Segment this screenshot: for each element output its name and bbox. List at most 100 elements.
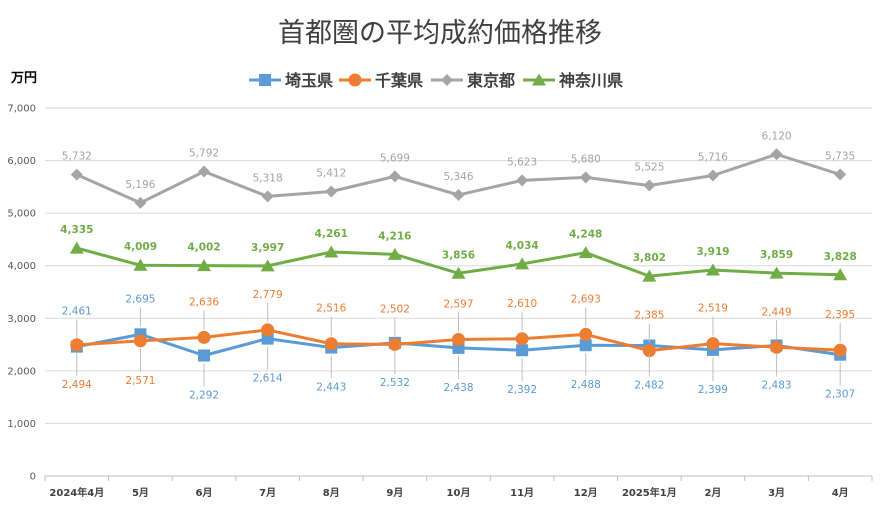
data-point (261, 190, 274, 203)
y-tick-label: 0 (30, 472, 36, 483)
chart-title: 首都圏の平均成約価格推移 (278, 18, 602, 49)
data-point (770, 340, 784, 354)
data-label: 3,997 (251, 242, 284, 254)
data-point (769, 266, 784, 279)
data-point (324, 337, 338, 351)
data-label: 4,335 (60, 224, 93, 236)
data-label: 5,196 (125, 179, 155, 191)
data-label: 2,636 (189, 296, 219, 308)
data-label: 2,443 (316, 382, 346, 394)
data-label: 5,792 (189, 148, 219, 160)
data-label: 2,502 (380, 303, 410, 315)
series-diamond (70, 148, 847, 209)
data-point (260, 259, 275, 272)
data-label: 2,693 (571, 293, 601, 305)
data-label: 4,034 (506, 240, 539, 252)
data-label: 3,856 (442, 249, 475, 261)
data-label: 2,482 (634, 380, 664, 392)
data-point (515, 332, 529, 346)
legend-marker-square (259, 74, 271, 86)
y-axis-unit-label: 万円 (10, 71, 37, 86)
data-label: 2,395 (825, 309, 855, 321)
x-tick-label: 2025年1月 (622, 486, 677, 499)
data-point (516, 344, 529, 357)
data-label: 2,385 (634, 310, 664, 322)
data-point (197, 259, 212, 272)
y-tick-label: 2,000 (7, 366, 36, 377)
data-label: 5,699 (380, 152, 410, 164)
y-tick-label: 3,000 (7, 314, 36, 325)
legend-item: 神奈川県 (523, 71, 623, 90)
y-tick-label: 5,000 (7, 209, 36, 220)
data-point (579, 171, 592, 184)
data-point (706, 169, 719, 182)
data-point (133, 334, 147, 348)
y-tick-label: 6,000 (7, 156, 36, 167)
x-tick-label: 7月 (259, 487, 276, 499)
data-label: 6,120 (762, 130, 792, 142)
series-layer (69, 148, 848, 362)
data-label: 2,614 (253, 373, 283, 385)
x-tick-label: 10月 (447, 487, 471, 499)
data-label: 2,488 (571, 379, 601, 391)
data-label: 4,002 (187, 242, 220, 254)
data-label: 5,735 (825, 151, 855, 163)
data-label: 3,828 (824, 251, 857, 263)
data-label: 3,802 (633, 252, 666, 264)
data-label: 2,483 (762, 379, 792, 391)
data-label: 4,261 (315, 228, 348, 240)
data-point (69, 241, 84, 254)
data-label: 2,494 (62, 379, 92, 391)
legend-item: 千葉県 (339, 71, 423, 90)
data-label: 5,318 (253, 172, 283, 184)
data-label: 2,307 (825, 389, 855, 401)
data-label: 2,610 (507, 298, 537, 310)
data-label: 2,519 (698, 303, 728, 315)
y-tick-label: 7,000 (7, 104, 36, 115)
data-point (198, 165, 211, 178)
data-point (833, 268, 848, 281)
data-point (770, 148, 783, 161)
x-tick-label: 9月 (386, 487, 403, 499)
legend-marker-triangle (532, 73, 546, 86)
data-point (70, 168, 83, 181)
data-label: 5,346 (443, 171, 473, 183)
data-label: 5,716 (698, 152, 728, 164)
x-tick-label: 8月 (323, 487, 340, 499)
x-tick-label: 6月 (196, 487, 213, 499)
data-label: 2,461 (62, 306, 92, 318)
legend-label: 東京都 (467, 71, 515, 90)
data-label: 2,695 (125, 293, 155, 305)
data-point (134, 196, 147, 209)
data-point (324, 245, 339, 258)
data-label: 5,732 (62, 151, 92, 163)
data-label: 5,412 (316, 167, 346, 179)
data-label: 2,532 (380, 377, 410, 389)
legend-marker-diamond (441, 74, 453, 86)
data-label: 3,919 (696, 246, 729, 258)
series-triangle (69, 241, 848, 282)
x-tick-label: 11月 (510, 487, 534, 499)
data-label: 2,516 (316, 303, 346, 315)
series-circle (70, 323, 847, 358)
x-axis: 2024年4月 5月 6月 7月 8月 9月 10月 11月 12月 2025年1月 2月 3月 4月 (44, 476, 873, 499)
legend: 埼玉県 千葉県 東京都 神奈川県 (249, 71, 623, 90)
y-axis-ticks: 0 1,000 2,000 3,000 4,000 5,000 6,000 7,000 (7, 104, 36, 483)
data-label: 4,248 (569, 229, 602, 241)
data-point (387, 247, 402, 260)
data-point (198, 349, 211, 362)
data-label: 5,525 (634, 162, 664, 174)
data-label: 2,779 (253, 289, 283, 301)
x-tick-label: 12月 (574, 487, 598, 499)
data-label: 5,623 (507, 156, 537, 168)
data-point (642, 344, 656, 358)
data-point (705, 263, 720, 276)
data-point (325, 185, 338, 198)
data-label: 2,571 (125, 375, 155, 387)
data-label: 2,449 (762, 306, 792, 318)
y-tick-label: 1,000 (7, 419, 36, 430)
data-point (261, 323, 275, 337)
data-point (643, 179, 656, 192)
legend-label: 神奈川県 (559, 71, 623, 90)
data-point (642, 269, 657, 282)
